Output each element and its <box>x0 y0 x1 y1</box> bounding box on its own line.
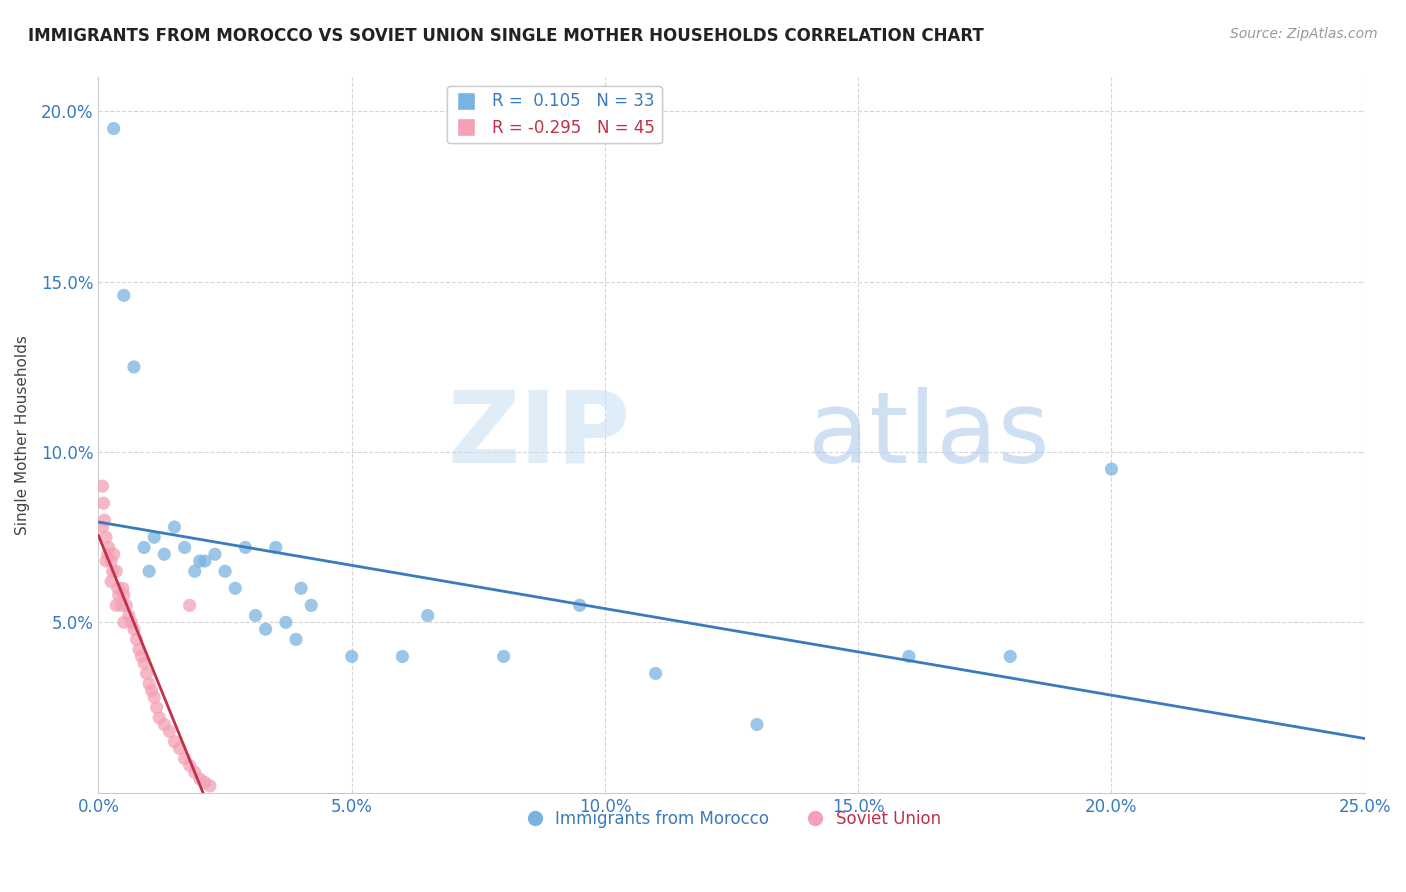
Point <box>93 496 115 510</box>
Text: ZIP: ZIP <box>447 386 630 483</box>
Point <box>568 599 591 613</box>
Point <box>97 547 120 561</box>
Point <box>188 772 211 786</box>
Point <box>897 649 920 664</box>
Point <box>107 588 129 602</box>
Point <box>110 599 132 613</box>
Point <box>131 649 153 664</box>
Point <box>148 711 170 725</box>
Point <box>93 513 115 527</box>
Point <box>416 608 439 623</box>
Point <box>128 642 150 657</box>
Point <box>125 632 148 647</box>
Point <box>105 599 128 613</box>
Point <box>179 599 201 613</box>
Point <box>745 717 768 731</box>
Point <box>290 582 312 596</box>
Point <box>173 541 195 555</box>
Point <box>135 666 157 681</box>
Point <box>285 632 308 647</box>
Point <box>340 649 363 664</box>
Point <box>254 622 277 636</box>
Text: atlas: atlas <box>807 386 1049 483</box>
Point <box>188 554 211 568</box>
Point <box>122 622 145 636</box>
Point <box>107 582 129 596</box>
Point <box>138 564 160 578</box>
Point <box>118 608 141 623</box>
Y-axis label: Single Mother Households: Single Mother Households <box>15 335 30 535</box>
Point <box>274 615 297 630</box>
Point <box>198 779 221 793</box>
Point <box>103 121 125 136</box>
Point <box>644 666 666 681</box>
Point <box>492 649 515 664</box>
Point <box>179 758 201 772</box>
Point <box>94 530 117 544</box>
Point <box>91 520 114 534</box>
Point <box>264 541 287 555</box>
Point <box>132 657 155 671</box>
Point <box>1101 462 1123 476</box>
Point <box>94 554 117 568</box>
Point <box>183 765 205 780</box>
Point <box>163 520 186 534</box>
Point <box>153 717 176 731</box>
Point <box>143 530 166 544</box>
Point <box>112 615 135 630</box>
Point <box>183 564 205 578</box>
Point <box>103 547 125 561</box>
Point <box>204 547 226 561</box>
Point <box>145 700 167 714</box>
Point <box>998 649 1021 664</box>
Point <box>194 554 217 568</box>
Point <box>132 541 155 555</box>
Point <box>111 582 134 596</box>
Legend: Immigrants from Morocco, Soviet Union: Immigrants from Morocco, Soviet Union <box>516 803 948 834</box>
Point <box>122 359 145 374</box>
Point <box>101 564 124 578</box>
Point <box>112 588 135 602</box>
Point <box>299 599 322 613</box>
Point <box>157 724 180 739</box>
Point <box>235 541 257 555</box>
Point <box>97 541 120 555</box>
Point <box>391 649 413 664</box>
Point <box>143 690 166 705</box>
Point <box>214 564 236 578</box>
Point <box>169 741 191 756</box>
Point <box>141 683 163 698</box>
Text: Source: ZipAtlas.com: Source: ZipAtlas.com <box>1230 27 1378 41</box>
Point <box>100 554 122 568</box>
Point <box>194 775 217 789</box>
Point <box>120 615 142 630</box>
Point <box>91 479 114 493</box>
Point <box>153 547 176 561</box>
Text: IMMIGRANTS FROM MOROCCO VS SOVIET UNION SINGLE MOTHER HOUSEHOLDS CORRELATION CHA: IMMIGRANTS FROM MOROCCO VS SOVIET UNION … <box>28 27 984 45</box>
Point <box>245 608 267 623</box>
Point <box>173 751 195 765</box>
Point <box>224 582 246 596</box>
Point <box>115 599 138 613</box>
Point <box>138 676 160 690</box>
Point <box>105 564 128 578</box>
Point <box>100 574 122 589</box>
Point <box>112 288 135 302</box>
Point <box>163 734 186 748</box>
